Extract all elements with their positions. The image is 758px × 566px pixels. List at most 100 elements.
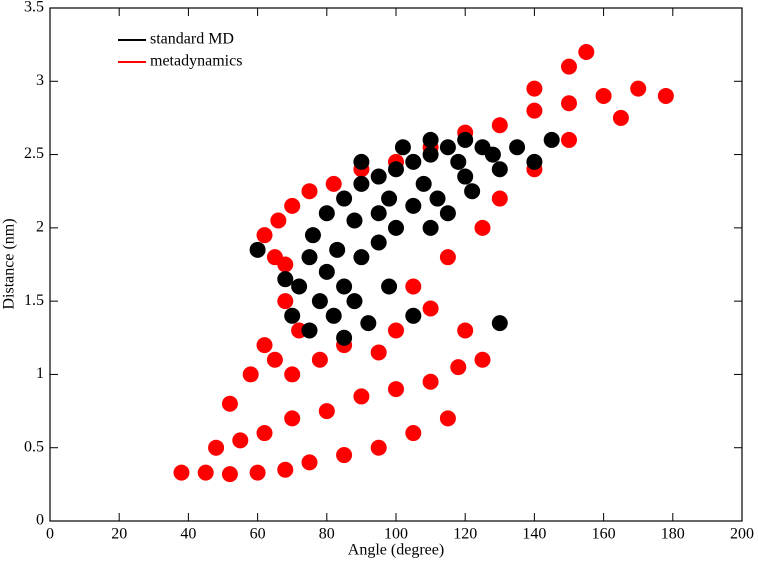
data-point <box>291 278 308 295</box>
data-point <box>284 197 301 214</box>
data-point <box>221 466 238 483</box>
data-point <box>232 432 249 449</box>
data-point <box>336 278 353 295</box>
data-point <box>526 102 543 119</box>
x-tick-label: 0 <box>46 526 54 543</box>
data-point <box>311 293 328 310</box>
data-point <box>197 464 214 481</box>
data-point <box>284 366 301 383</box>
data-point <box>388 219 404 236</box>
data-point <box>221 395 238 412</box>
y-tick-label: 0.5 <box>24 438 44 455</box>
data-point <box>422 373 439 390</box>
x-tick-label: 120 <box>453 526 477 543</box>
data-point <box>208 439 225 456</box>
x-tick-label: 80 <box>319 526 335 543</box>
data-point <box>422 300 439 317</box>
data-point <box>284 307 301 324</box>
data-point <box>429 190 446 207</box>
data-point <box>612 109 629 126</box>
data-point <box>491 117 508 134</box>
data-point <box>405 425 422 442</box>
data-point <box>394 139 411 156</box>
data-point <box>284 410 301 427</box>
data-point <box>249 241 266 258</box>
data-point <box>450 153 467 170</box>
y-tick-label: 2.5 <box>24 145 44 162</box>
y-tick-label: 3.5 <box>24 0 44 16</box>
data-point <box>439 249 456 266</box>
y-tick-label: 1.5 <box>24 292 44 309</box>
data-point <box>301 183 318 200</box>
data-point <box>578 43 595 60</box>
data-point <box>353 175 370 192</box>
data-point <box>561 58 577 75</box>
data-point <box>464 183 481 200</box>
data-point <box>311 351 328 368</box>
data-point <box>346 293 363 310</box>
x-tick-label: 180 <box>661 526 685 543</box>
data-point <box>422 131 439 148</box>
data-point <box>353 249 370 266</box>
data-point <box>457 322 474 339</box>
data-point <box>439 139 456 156</box>
data-point <box>415 175 432 192</box>
data-point <box>270 212 287 229</box>
data-point <box>491 315 508 332</box>
data-point <box>491 190 508 207</box>
data-point <box>388 161 404 178</box>
data-point <box>301 249 318 266</box>
y-axis-label: Distance (nm) <box>1 218 18 309</box>
data-point <box>484 146 501 163</box>
data-point <box>360 315 377 332</box>
data-point <box>336 447 353 464</box>
data-point <box>405 197 422 214</box>
x-tick-label: 100 <box>384 526 408 543</box>
data-point <box>388 381 404 398</box>
data-point <box>256 425 273 442</box>
data-point <box>370 439 387 456</box>
data-point <box>277 271 294 288</box>
x-tick-label: 140 <box>522 526 546 543</box>
data-point <box>318 403 335 420</box>
data-point <box>474 351 491 368</box>
data-point <box>173 464 190 481</box>
x-tick-label: 160 <box>592 526 616 543</box>
data-point <box>405 278 422 295</box>
data-point <box>491 161 508 178</box>
x-tick-label: 20 <box>111 526 127 543</box>
data-point <box>329 241 346 258</box>
data-point <box>301 454 318 471</box>
data-point <box>526 80 543 97</box>
y-tick-label: 3 <box>36 72 44 89</box>
data-point <box>405 153 422 170</box>
x-tick-label: 60 <box>250 526 266 543</box>
data-point <box>346 212 363 229</box>
y-tick-label: 2 <box>36 219 44 236</box>
x-tick-label: 200 <box>730 526 754 543</box>
data-point <box>325 175 342 192</box>
data-point <box>561 131 577 148</box>
x-axis-label: Angle (degree) <box>348 542 444 559</box>
data-point <box>249 464 266 481</box>
data-point <box>457 168 474 185</box>
data-point <box>388 322 404 339</box>
data-point <box>561 95 577 112</box>
data-point <box>439 205 456 222</box>
data-point <box>370 205 387 222</box>
data-point <box>318 263 335 280</box>
legend-label: metadynamics <box>150 53 242 70</box>
data-point <box>304 227 321 244</box>
legend-label: standard MD <box>150 31 234 48</box>
data-point <box>526 153 543 170</box>
data-point <box>336 190 353 207</box>
data-point <box>242 366 259 383</box>
data-point <box>381 190 398 207</box>
data-point <box>370 168 387 185</box>
x-tick-label: 40 <box>180 526 196 543</box>
data-point <box>422 146 439 163</box>
data-point <box>325 307 342 324</box>
data-point <box>509 139 526 156</box>
data-point <box>381 278 398 295</box>
